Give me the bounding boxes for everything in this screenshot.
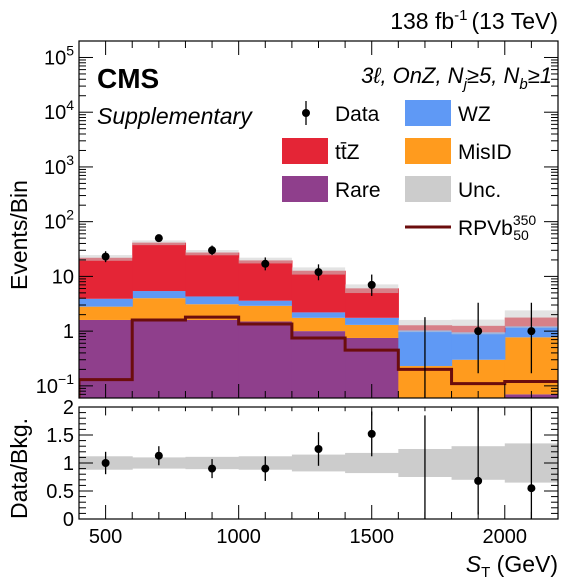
y-tick-label-main: 104 bbox=[44, 97, 74, 124]
x-axis-title: ST (GeV) bbox=[466, 551, 558, 579]
data-point-bin9 bbox=[527, 327, 536, 336]
ratio-point-bin5 bbox=[314, 445, 323, 453]
ratio-point-bin8 bbox=[474, 476, 483, 485]
bar-rare-bin2 bbox=[132, 319, 187, 398]
legend-label-ttz: tt̄Z bbox=[335, 141, 360, 164]
y-tick-label-main: 102 bbox=[44, 207, 74, 234]
data-point-bin5 bbox=[314, 268, 323, 277]
main-plot: 10−1 1 10 102 103 104 105 Data WZ tt̄Z MisID Rare Un… bbox=[36, 40, 559, 399]
bar-misid-bin2 bbox=[132, 298, 187, 320]
y-tick-label-main: 105 bbox=[44, 42, 74, 69]
region-label: 3ℓ, OnZ, Nj≥5, Nb≥1 bbox=[361, 63, 552, 93]
y-tick-label-ratio: 1.5 bbox=[46, 425, 74, 447]
bar-wz-bin6 bbox=[345, 317, 399, 325]
legend: Data WZ tt̄Z MisID Rare Unc. RPVb350 50 bbox=[282, 100, 536, 243]
y-tick-label-main: 10 bbox=[52, 266, 74, 288]
bar-wz-bin2 bbox=[132, 291, 187, 299]
y-tick-label-main: 10−1 bbox=[36, 371, 74, 398]
bar-rare-bin4 bbox=[238, 321, 293, 398]
y-tick-label-main: 103 bbox=[44, 152, 74, 179]
data-point-bin2 bbox=[154, 234, 163, 243]
y-tick-label-ratio: 0 bbox=[63, 509, 74, 531]
bar-rare-bin3 bbox=[185, 319, 240, 398]
x-tick-label: 1500 bbox=[349, 526, 394, 548]
ratio-point-bin3 bbox=[208, 464, 217, 473]
data-point-bin6 bbox=[367, 280, 376, 289]
legend-label-rpvb: RPVb350 50 bbox=[458, 212, 536, 243]
legend-swatch-ttz bbox=[282, 138, 328, 164]
x-tick-label: 500 bbox=[89, 526, 122, 548]
x-tick-label: 2000 bbox=[483, 526, 528, 548]
ratio-point-bin9 bbox=[527, 484, 536, 493]
y-tick-label-main: 1 bbox=[63, 321, 74, 343]
bar-misid-bin4 bbox=[238, 305, 293, 322]
bar-wz-bin3 bbox=[185, 296, 240, 305]
uncertainty-band-bin2 bbox=[132, 240, 186, 246]
ratio-point-bin6 bbox=[367, 429, 376, 438]
legend-label-wz: WZ bbox=[458, 103, 491, 126]
bar-misid-bin1 bbox=[79, 306, 133, 320]
legend-swatch-rare bbox=[282, 176, 328, 202]
legend-swatch-wz bbox=[405, 100, 451, 126]
bar-rare-bin5 bbox=[291, 331, 346, 398]
bar-ttz-bin2 bbox=[132, 242, 187, 292]
legend-label-rare: Rare bbox=[335, 179, 381, 202]
ratio-plot: 0 0.5 1 1.5 2 500 1000 1500 2000 bbox=[46, 397, 559, 548]
legend-label-misid: MisID bbox=[458, 141, 512, 164]
y-tick-label-ratio: 0.5 bbox=[46, 481, 74, 503]
y-axis-title-main: Events/Bin bbox=[6, 180, 32, 290]
data-point-bin1 bbox=[101, 252, 110, 261]
bar-ttz-bin1 bbox=[79, 257, 133, 299]
y-tick-label-ratio: 2 bbox=[63, 397, 74, 419]
main-plot-area bbox=[79, 234, 558, 398]
legend-label-unc: Unc. bbox=[458, 179, 501, 202]
lumi-label: 138 fb-1 (13 TeV) bbox=[390, 7, 558, 34]
data-point-bin8 bbox=[474, 327, 483, 336]
bar-misid-bin6 bbox=[345, 324, 399, 338]
bar-wz-bin1 bbox=[79, 298, 133, 307]
supplementary-label: Supplementary bbox=[97, 103, 253, 129]
legend-marker-data-point bbox=[302, 109, 310, 117]
cms-logo-text: CMS bbox=[97, 63, 159, 94]
ratio-uncertainty-bin6 bbox=[345, 452, 399, 474]
y-tick-label-ratio: 1 bbox=[63, 453, 74, 475]
bar-misid-bin5 bbox=[291, 317, 346, 332]
bar-ttz-bin3 bbox=[185, 252, 240, 297]
ratio-point-bin2 bbox=[154, 451, 163, 460]
x-tick-label: 1000 bbox=[216, 526, 261, 548]
ratio-point-bin4 bbox=[261, 464, 270, 473]
signal-line-rpvb bbox=[79, 315, 558, 398]
ratio-point-bin1 bbox=[101, 459, 110, 467]
data-point-bin4 bbox=[261, 259, 270, 268]
legend-swatch-misid bbox=[405, 138, 451, 164]
legend-swatch-unc bbox=[405, 176, 451, 202]
ratio-plot-area bbox=[79, 407, 558, 519]
y-axis-title-ratio: Data/Bkg. bbox=[6, 418, 32, 519]
bar-wz-bin4 bbox=[238, 300, 293, 306]
legend-label-data: Data bbox=[335, 103, 380, 126]
bar-wz-bin5 bbox=[291, 312, 346, 318]
data-point-bin3 bbox=[208, 246, 217, 255]
